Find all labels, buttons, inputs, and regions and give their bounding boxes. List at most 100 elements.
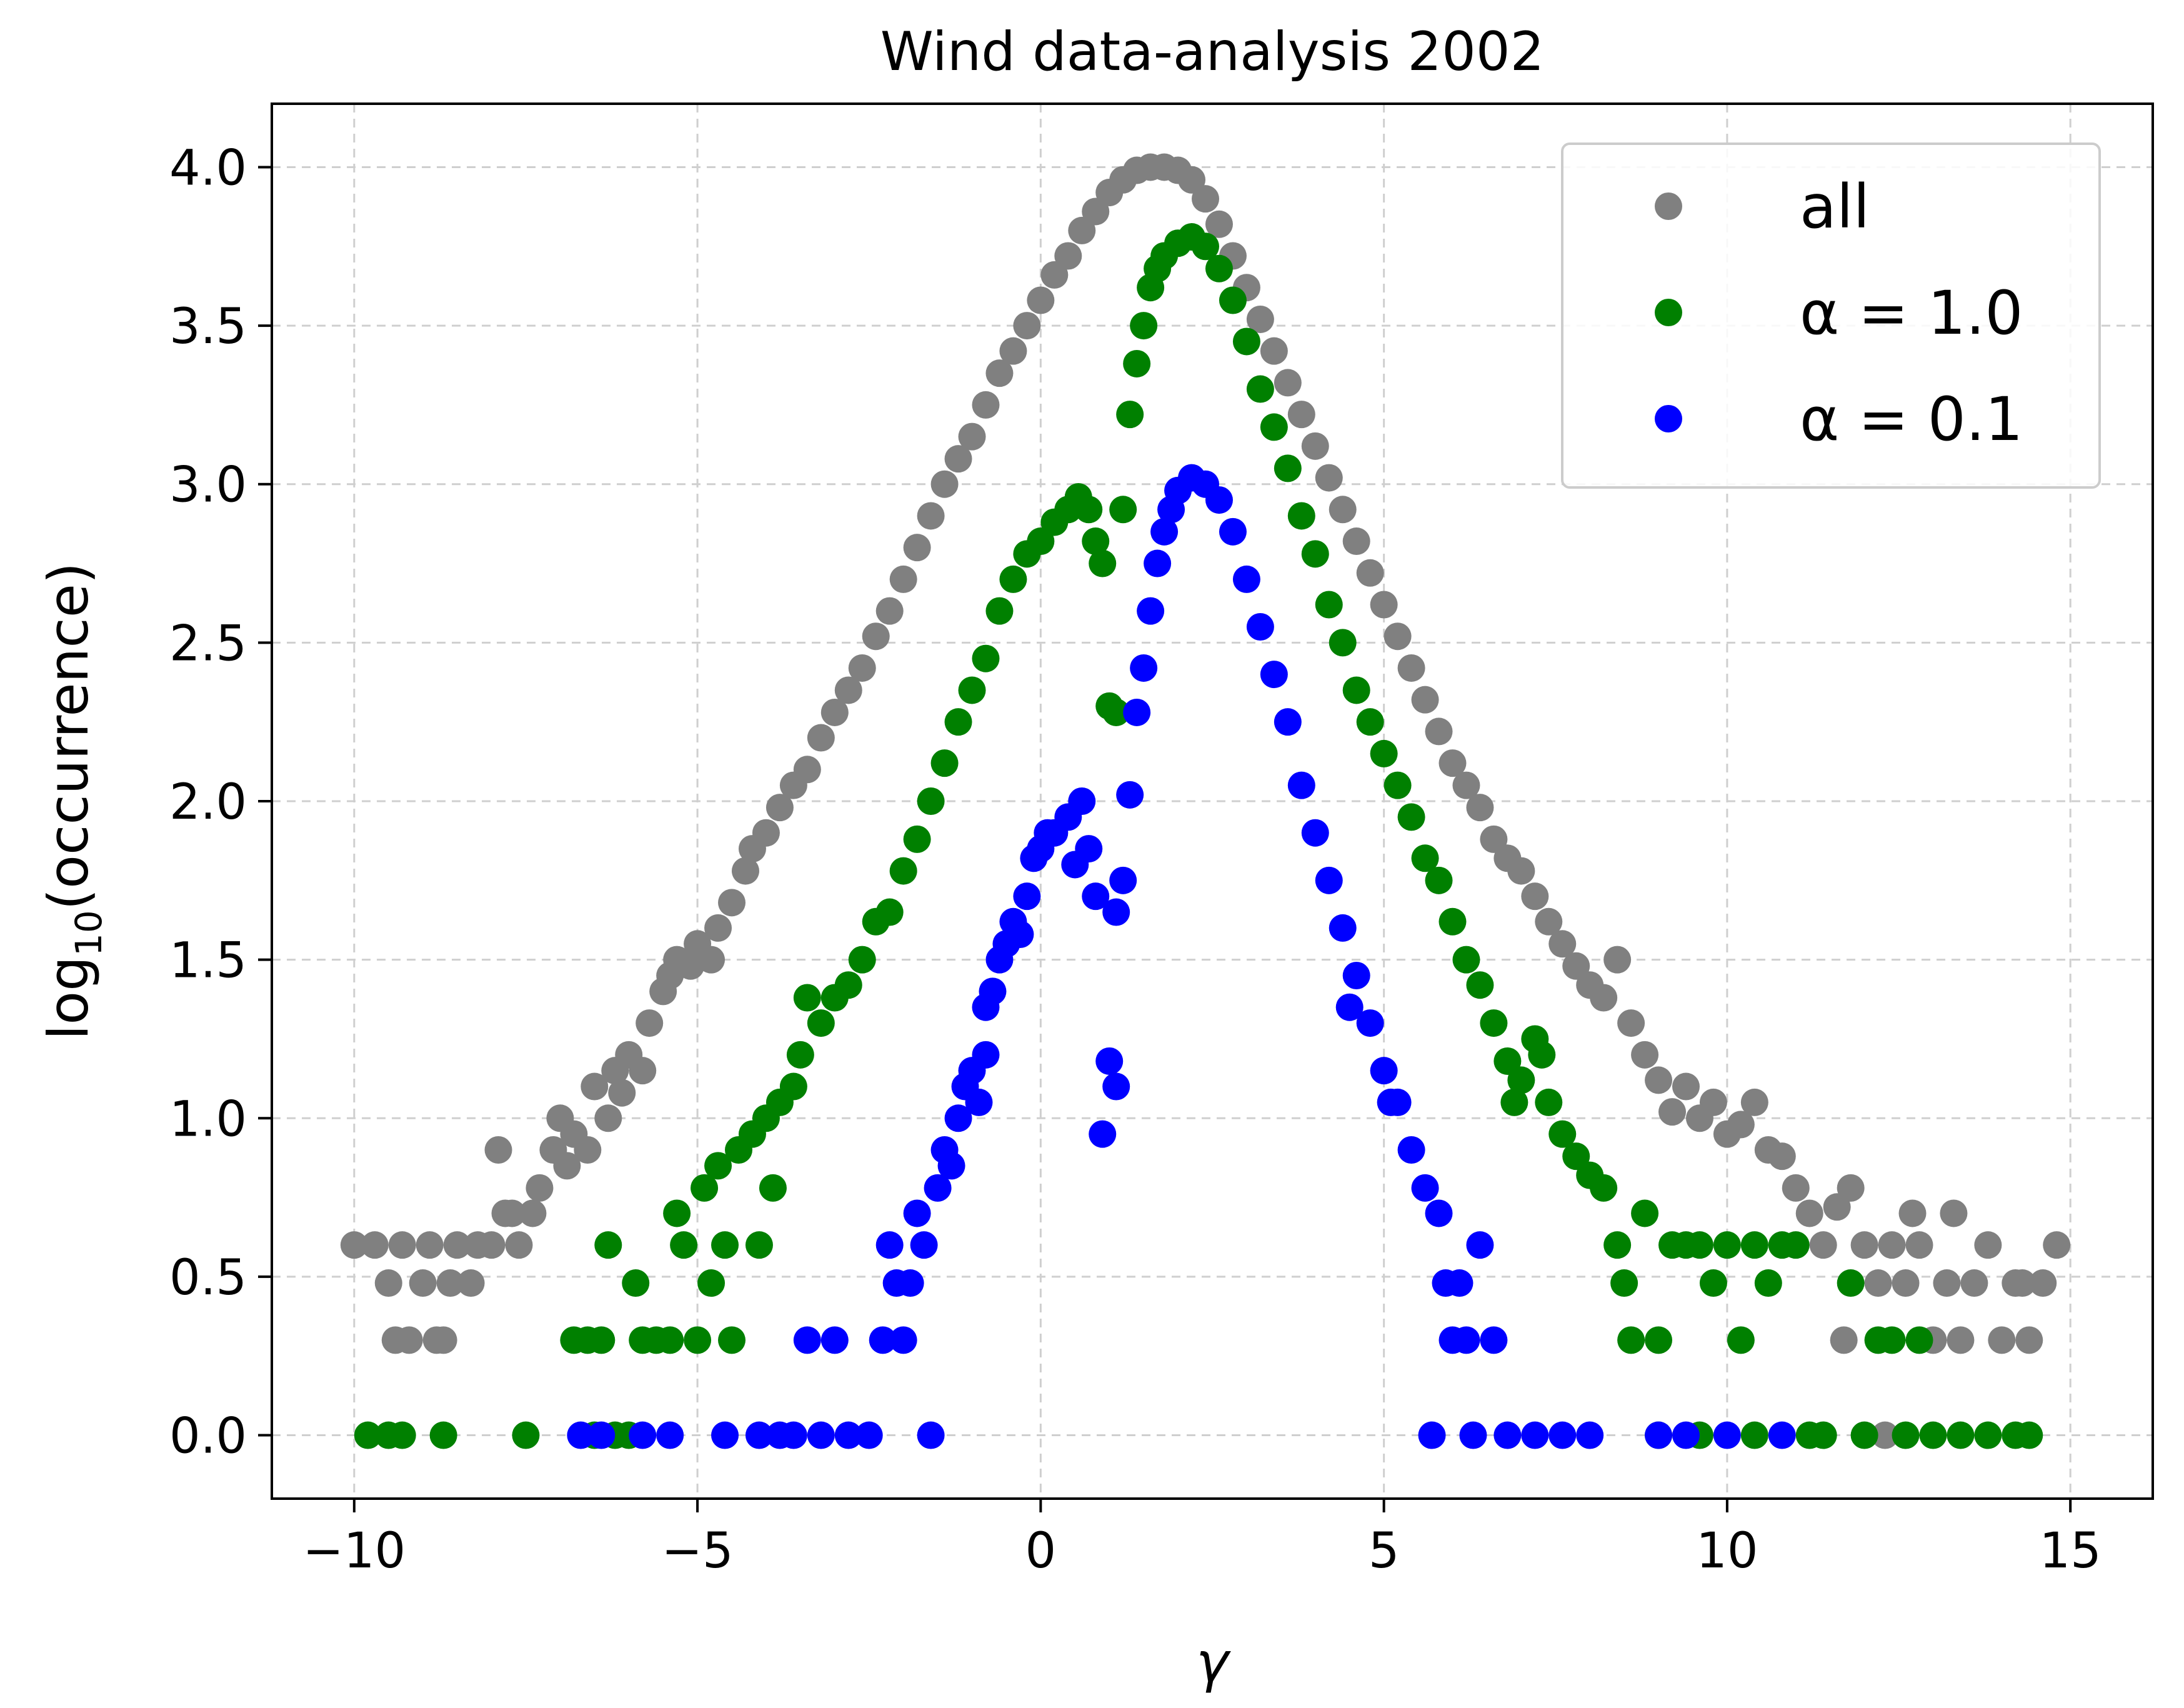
data-point [1425, 717, 1453, 746]
data-point [1809, 1421, 1837, 1449]
data-point [1947, 1421, 1975, 1449]
data-point [1370, 739, 1398, 767]
data-point [1356, 1009, 1384, 1037]
data-point [930, 470, 959, 498]
data-point [1102, 898, 1130, 926]
data-point [1287, 771, 1315, 799]
data-point [340, 1231, 368, 1259]
data-point [1940, 1199, 1968, 1227]
data-point [711, 1231, 739, 1259]
data-point [875, 898, 904, 926]
data-point [1335, 993, 1364, 1021]
data-point [889, 565, 917, 593]
data-point [1603, 946, 1632, 974]
data-point [1219, 286, 1247, 314]
data-point [1974, 1421, 2002, 1449]
x-tick-label: 15 [2040, 1523, 2102, 1579]
data-point [889, 1326, 917, 1354]
data-point [910, 1231, 938, 1259]
data-point [1727, 1111, 1755, 1139]
data-point [1713, 1231, 1741, 1259]
data-point [1246, 375, 1274, 403]
data-point [1144, 549, 1172, 577]
data-point [1301, 432, 1329, 460]
data-point [1418, 1421, 1446, 1449]
data-point [416, 1231, 444, 1259]
data-point [917, 787, 945, 815]
data-point [663, 1199, 691, 1227]
data-point [896, 1269, 924, 1297]
data-point [1905, 1231, 1933, 1259]
data-point [1274, 708, 1302, 736]
data-point [1370, 1057, 1398, 1085]
data-point [2029, 1269, 2057, 1297]
data-point [1013, 882, 1041, 911]
data-point [1287, 401, 1315, 429]
data-point [1123, 698, 1151, 726]
data-point [820, 1326, 849, 1354]
data-point [622, 1269, 650, 1297]
data-point [608, 1079, 636, 1107]
data-point [1493, 1047, 1522, 1075]
data-point [436, 1269, 464, 1297]
x-tick-label: 10 [1696, 1523, 1758, 1579]
data-point [1082, 882, 1110, 911]
data-point [807, 1009, 835, 1037]
data-point [1645, 1421, 1673, 1449]
data-point [1192, 185, 1220, 213]
data-point [917, 502, 945, 530]
data-point [1356, 559, 1384, 587]
data-point [388, 1421, 416, 1449]
data-point [1315, 866, 1343, 894]
data-point [1377, 1088, 1405, 1116]
data-point [985, 359, 1014, 387]
data-point [422, 1326, 451, 1354]
data-point [1356, 708, 1384, 736]
data-point [1480, 1009, 1508, 1037]
data-point [1089, 1120, 1117, 1148]
data-point [1699, 1088, 1727, 1116]
data-point [526, 1174, 554, 1202]
data-point [985, 597, 1014, 625]
data-point [1466, 794, 1494, 822]
data-point [361, 1231, 389, 1259]
data-point [1617, 1009, 1645, 1037]
data-point [1034, 819, 1062, 847]
data-point [917, 1421, 945, 1449]
legend-frame [1561, 142, 2101, 489]
data-point [1315, 464, 1343, 492]
data-point [477, 1231, 506, 1259]
data-point [944, 708, 972, 736]
y-axis-label-main: log [36, 956, 101, 1040]
data-point [855, 1421, 883, 1449]
data-point [1617, 1326, 1645, 1354]
data-point [1054, 242, 1082, 270]
data-point [1452, 946, 1480, 974]
data-point [779, 1072, 807, 1101]
data-point [2015, 1326, 2043, 1354]
legend-marker [1655, 299, 1682, 326]
data-point [1528, 1041, 1556, 1069]
data-point [629, 1057, 657, 1085]
data-point [1219, 517, 1247, 546]
data-point [567, 1421, 595, 1449]
data-point [1102, 1072, 1130, 1101]
series-2 [567, 464, 1796, 1449]
x-tick-label: 5 [1369, 1523, 1400, 1579]
x-axis: −10 −5 0 5 10 15 [303, 1499, 2102, 1579]
data-point [834, 676, 862, 704]
data-point [834, 971, 862, 999]
data-point [594, 1231, 622, 1259]
data-point [731, 857, 759, 885]
y-tick-label: 2.0 [169, 774, 247, 831]
data-point [711, 1421, 739, 1449]
data-point [1109, 496, 1137, 524]
data-point [429, 1421, 457, 1449]
data-point [443, 1231, 471, 1259]
data-point [1116, 781, 1144, 809]
data-point [1397, 803, 1425, 831]
data-point [1205, 210, 1233, 238]
data-point [1192, 232, 1220, 261]
data-point [636, 1009, 664, 1037]
data-point [1342, 962, 1370, 989]
